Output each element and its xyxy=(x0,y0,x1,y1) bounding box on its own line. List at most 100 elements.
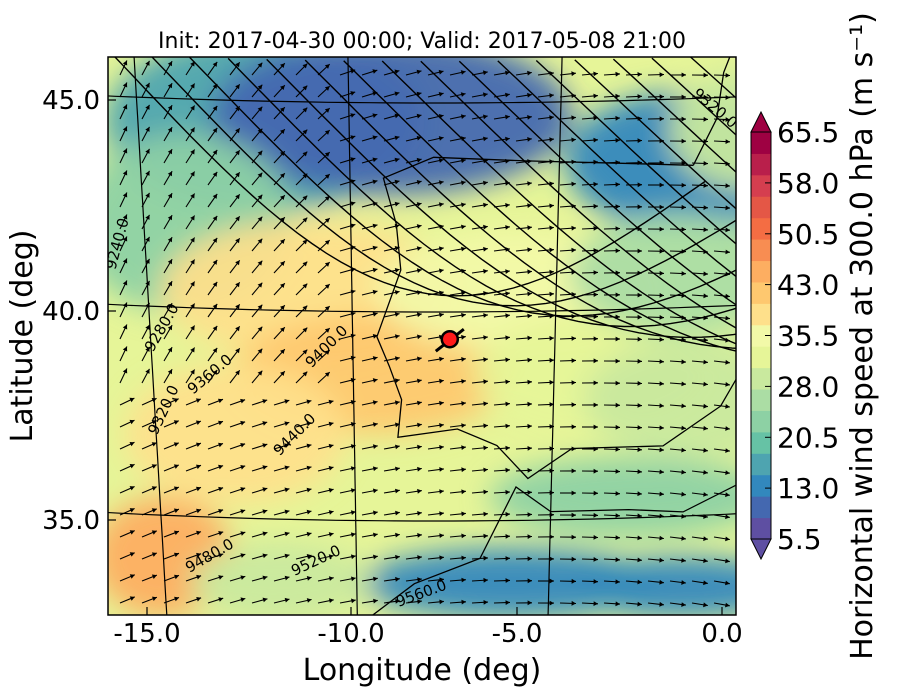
wind-arrow-head xyxy=(439,423,444,428)
wind-arrow-head xyxy=(417,400,422,406)
wind-arrow-head xyxy=(395,488,400,494)
wind-arrow-head xyxy=(483,357,488,362)
wind-arrow-head xyxy=(235,238,240,244)
wind-arrow-head xyxy=(725,293,730,299)
wind-arrow-head xyxy=(151,486,157,491)
wind-arrow-head xyxy=(703,447,708,453)
wind-arrow-head xyxy=(659,270,664,276)
wind-arrow-head xyxy=(145,170,150,176)
wind-arrow-head xyxy=(593,159,598,165)
wind-arrow-head xyxy=(659,138,664,144)
wind-arrow-head xyxy=(438,136,444,141)
wind-arrow-head xyxy=(659,425,664,431)
colorbar-tick-label: 50.5 xyxy=(777,218,839,251)
colorbar-min-extend xyxy=(750,538,772,561)
wind-arrow-head xyxy=(306,598,312,603)
wind-arrow-head xyxy=(439,378,444,384)
wind-arrow-head xyxy=(438,180,444,185)
wind-arrow-head xyxy=(681,271,686,276)
wind-arrow-head xyxy=(235,304,240,310)
wind-arrow-head xyxy=(350,91,356,96)
wind-arrow-head xyxy=(571,336,576,341)
wind-arrow-head xyxy=(681,425,686,431)
colorbar-tick-label: 5.5 xyxy=(777,523,822,556)
height-contour xyxy=(497,60,736,278)
wind-arrow-head xyxy=(703,425,708,431)
wind-arrow-head xyxy=(482,70,488,76)
wind-arrow-head xyxy=(196,597,202,602)
wind-arrow-head xyxy=(417,422,422,428)
wind-arrow-head xyxy=(394,223,400,229)
wind-arrow-head xyxy=(615,226,620,231)
wind-arrow-head xyxy=(218,509,224,514)
x-tick-label: -15.0 xyxy=(113,619,180,649)
wind-arrow-head xyxy=(372,466,378,472)
wind-arrow-head xyxy=(637,248,642,254)
wind-arrow-head xyxy=(122,82,128,88)
wind-arrow-head xyxy=(167,193,173,199)
wind-arrow-head xyxy=(637,535,642,541)
colorbar xyxy=(750,110,772,561)
wind-arrow-head xyxy=(151,508,157,513)
wind-arrow-head xyxy=(703,470,708,475)
wind-arrow-head xyxy=(306,487,312,493)
wind-arrow-head xyxy=(302,283,308,289)
wind-arrow-head xyxy=(262,465,268,470)
wind-arrow-head xyxy=(324,174,330,179)
wind-arrow-head xyxy=(505,247,510,252)
wind-arrow-head xyxy=(439,467,444,472)
wind-arrow-head xyxy=(593,314,598,320)
wind-arrow-head xyxy=(571,115,576,121)
wind-arrow-head xyxy=(167,325,173,331)
wind-arrow-head xyxy=(505,313,510,319)
wind-arrow-head xyxy=(505,136,510,142)
y-tick-label: 35.0 xyxy=(42,506,100,536)
wind-arrow-head xyxy=(505,269,510,274)
wind-arrow-head xyxy=(593,115,598,121)
wind-arrow-head xyxy=(681,227,686,232)
wind-arrow-head xyxy=(527,534,532,539)
height-contour xyxy=(343,60,736,352)
wind-arrow-head xyxy=(593,557,598,562)
wind-arrow-head xyxy=(167,303,173,309)
wind-arrow-head xyxy=(571,203,576,209)
wind-arrow-head xyxy=(461,180,466,186)
wind-arrow-head xyxy=(129,419,135,425)
wind-arrow-head xyxy=(725,249,730,255)
wind-arrow-head xyxy=(505,401,510,407)
wind-arrow-head xyxy=(306,554,312,559)
wind-arrow-head xyxy=(151,464,157,469)
wind-arrow-head xyxy=(725,315,730,321)
wind-arrow-head xyxy=(173,398,179,403)
wind-arrow-head xyxy=(483,577,488,583)
wind-arrow-head xyxy=(505,225,510,230)
wind-arrow-head xyxy=(703,602,708,608)
wind-arrow-head xyxy=(659,293,664,298)
wind-arrow-head xyxy=(549,468,554,474)
wind-arrow-head xyxy=(461,246,466,252)
wind-arrow-head xyxy=(681,359,686,365)
wind-arrow-head xyxy=(212,303,218,309)
wind-arrow-head xyxy=(571,446,576,452)
wind-arrow-head xyxy=(416,157,422,163)
wind-arrow-head xyxy=(725,161,730,167)
wind-arrow-head xyxy=(549,600,554,606)
wind-arrow-head xyxy=(681,469,686,475)
wind-arrow-head xyxy=(284,597,290,603)
wind-arrow-head xyxy=(394,356,400,361)
wind-arrow-head xyxy=(461,202,466,208)
wind-arrow-head xyxy=(394,91,400,97)
wind-arrow-head xyxy=(372,223,378,229)
wind-arrow-head xyxy=(394,334,400,339)
wind-arrow-head xyxy=(350,377,356,383)
wind-arrow-head xyxy=(505,534,510,539)
wind-arrow-head xyxy=(257,326,263,332)
colorbar-segment xyxy=(751,431,771,454)
location-marker xyxy=(434,328,465,353)
wind-arrow-head xyxy=(483,158,488,164)
wind-arrow-head xyxy=(527,556,532,562)
wind-arrow-head xyxy=(637,491,642,497)
wind-arrow-head xyxy=(262,575,268,581)
wind-arrow-head xyxy=(235,216,240,222)
